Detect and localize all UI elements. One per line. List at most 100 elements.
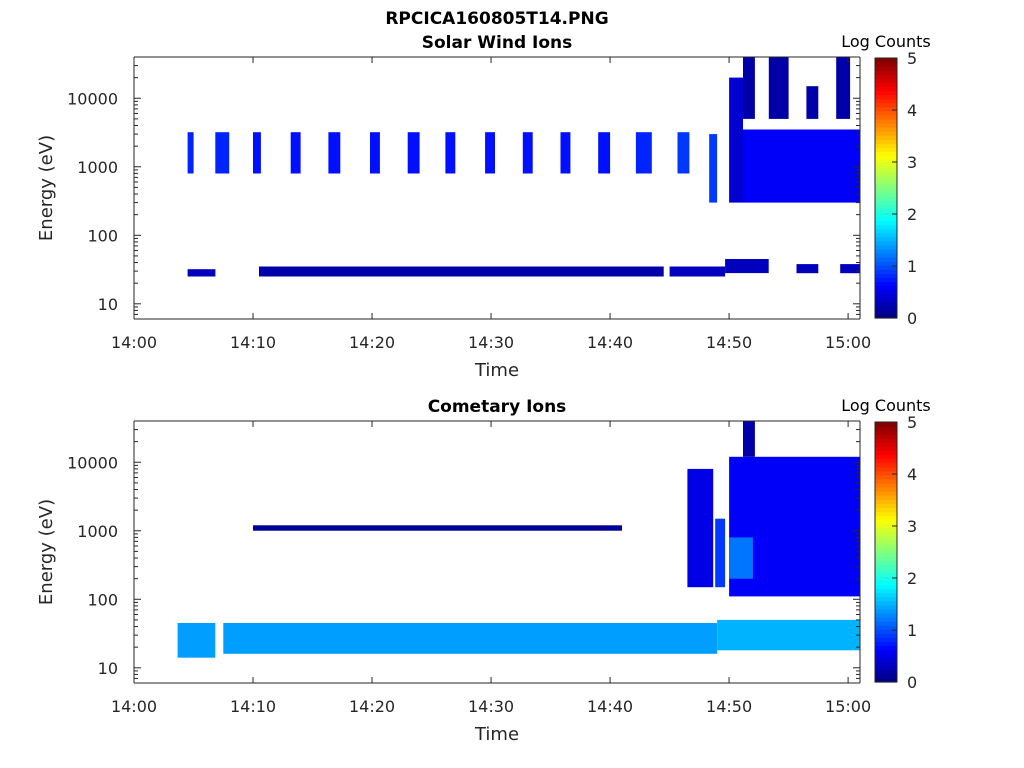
colorbar-segment xyxy=(875,70,897,75)
spectrogram-cell xyxy=(709,134,718,203)
spectrogram-cell xyxy=(560,132,571,174)
colorbar-segment xyxy=(875,204,897,209)
colorbar-segment xyxy=(875,612,897,618)
spectrogram-cell xyxy=(743,421,755,457)
spectrogram-cell xyxy=(725,259,769,274)
colorbar-segment xyxy=(875,127,897,132)
colorbar-segment xyxy=(875,458,897,464)
y-tick-label: 1000 xyxy=(77,158,118,177)
colorbar-segment xyxy=(875,200,897,205)
colorbar-segment xyxy=(875,224,897,230)
spectrogram-cell xyxy=(290,132,301,174)
colorbar-segment xyxy=(875,677,897,683)
colorbar-segment xyxy=(875,102,897,108)
colorbar-segment xyxy=(875,208,897,213)
colorbar-segment xyxy=(875,422,897,427)
colorbar-segment xyxy=(875,228,897,234)
colorbar-segment xyxy=(875,123,897,128)
y-tick-label: 10 xyxy=(98,659,118,678)
colorbar-segment xyxy=(875,289,897,295)
colorbar-segment xyxy=(875,442,897,447)
colorbar-segment xyxy=(875,560,897,565)
colorbar-tick-label: 4 xyxy=(907,465,917,484)
colorbar-segment xyxy=(875,297,897,303)
colorbar-segment xyxy=(875,309,897,315)
colorbar-segment xyxy=(875,515,897,521)
colorbar-segment xyxy=(875,269,897,274)
colorbar-segment xyxy=(875,293,897,299)
colorbar-segment xyxy=(875,220,897,226)
figure-suptitle: RPCICA160805T14.PNG xyxy=(385,9,608,29)
x-tick-label: 14:10 xyxy=(230,333,276,352)
spectrogram-cell xyxy=(259,266,664,277)
spectrogram-cell xyxy=(370,132,380,174)
spectrogram-cell xyxy=(635,132,652,174)
colorbar-segment xyxy=(875,196,897,201)
colorbar-segment xyxy=(875,301,897,307)
colorbar-tick-label: 5 xyxy=(907,413,917,432)
spectrogram-cell xyxy=(687,468,714,588)
colorbar-segment xyxy=(875,450,897,456)
spectrogram-cell xyxy=(669,266,726,277)
colorbar-segment xyxy=(875,661,897,667)
colorbar-segment xyxy=(875,163,897,169)
colorbar-segment xyxy=(875,552,897,557)
colorbar-segment xyxy=(875,147,897,153)
x-tick-label: 14:00 xyxy=(111,333,157,352)
y-tick-label: 10000 xyxy=(67,453,118,472)
colorbar-segment xyxy=(875,592,897,598)
y-tick-label: 100 xyxy=(87,590,118,609)
x-tick-label: 14:10 xyxy=(230,697,276,716)
colorbar-segment xyxy=(875,192,897,197)
x-tick-label: 14:00 xyxy=(111,697,157,716)
colorbar-segment xyxy=(875,434,897,439)
colorbar-segment xyxy=(875,629,897,634)
colorbar-segment xyxy=(875,669,897,675)
colorbar-segment xyxy=(875,183,897,189)
panel-title-solar-wind: Solar Wind Ions xyxy=(422,33,573,53)
colorbar-segment xyxy=(875,446,897,452)
spectrogram-cell xyxy=(677,132,690,174)
colorbar-segment xyxy=(875,305,897,311)
x-axis-label-cometary: Time xyxy=(474,724,519,745)
colorbar-tick-label: 0 xyxy=(907,673,917,692)
colorbar-segment xyxy=(875,657,897,663)
colorbar-tick-label: 1 xyxy=(907,257,917,276)
colorbar-segment xyxy=(875,503,897,508)
colorbar-segment xyxy=(875,665,897,671)
colorbar-segment xyxy=(875,90,897,96)
colorbar-segment xyxy=(875,621,897,626)
spectrogram-cell xyxy=(253,132,261,174)
spectrogram-cell xyxy=(407,132,420,174)
colorbar-segment xyxy=(875,487,897,492)
colorbar-segment xyxy=(875,277,897,283)
x-tick-label: 14:50 xyxy=(706,697,752,716)
x-tick-label: 14:30 xyxy=(468,333,514,352)
spectrogram-cell xyxy=(187,269,216,277)
colorbar-label-bottom: Log Counts xyxy=(841,396,931,415)
colorbar-segment xyxy=(875,82,897,88)
colorbar-segment xyxy=(875,110,897,116)
colorbar-segment xyxy=(875,273,897,278)
colorbar-segment xyxy=(875,604,897,610)
colorbar-segment xyxy=(875,608,897,614)
colorbar-segment xyxy=(875,248,897,254)
x-tick-label: 14:40 xyxy=(587,697,633,716)
colorbar-segment xyxy=(875,617,897,622)
colorbar-segment xyxy=(875,470,897,476)
colorbar-segment xyxy=(875,261,897,266)
panel-title-cometary: Cometary Ions xyxy=(428,397,567,417)
colorbar-segment xyxy=(875,527,897,533)
colorbar-segment xyxy=(875,430,897,435)
spectrogram-cell xyxy=(743,57,755,119)
colorbar-segment xyxy=(875,588,897,594)
colorbar-segment xyxy=(875,600,897,606)
spectrogram-cell xyxy=(715,518,726,588)
colorbar-segment xyxy=(875,519,897,525)
colorbar-segment xyxy=(875,499,897,504)
colorbar-segment xyxy=(875,454,897,460)
colorbar-segment xyxy=(875,653,897,659)
colorbar-segment xyxy=(875,98,897,104)
spectrogram-cell xyxy=(522,132,533,174)
spectrogram-cell xyxy=(187,132,194,174)
